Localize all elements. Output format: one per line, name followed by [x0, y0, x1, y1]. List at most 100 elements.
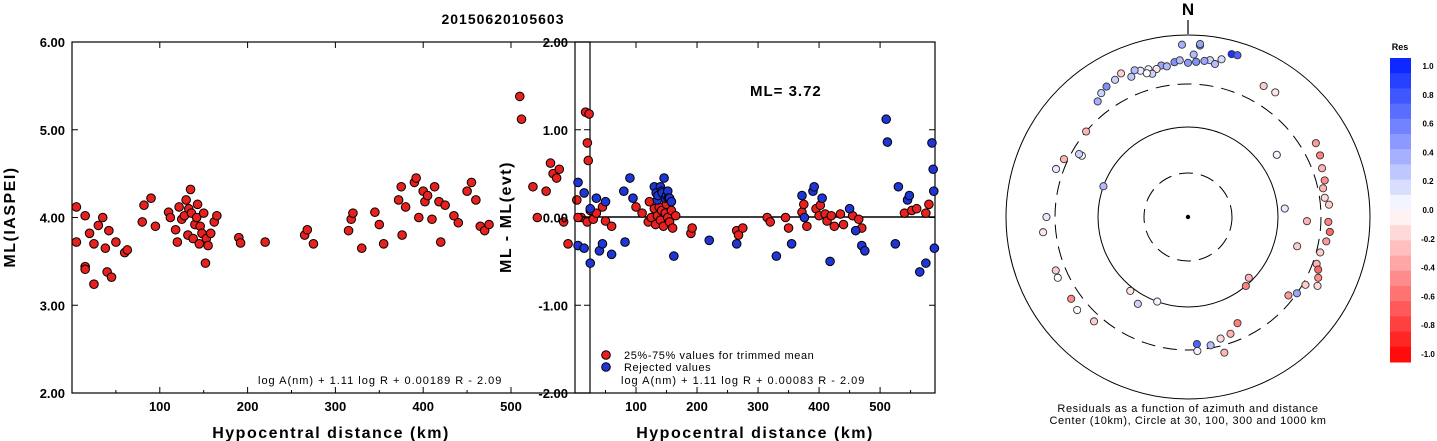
caption-line-1: Residuals as a function of azimuth and d…: [1057, 403, 1318, 415]
data-point: [374, 219, 385, 230]
color-scale-tick: -0.2: [1421, 235, 1435, 244]
color-scale-cell: [1390, 225, 1411, 241]
rejected-point: [600, 196, 611, 207]
station-marker: [1301, 280, 1310, 289]
station-marker: [1216, 334, 1225, 343]
data-point: [198, 208, 209, 218]
color-scale-cell: [1390, 346, 1411, 363]
station-marker: [1117, 69, 1126, 78]
trimmed-point: [921, 208, 931, 218]
color-scale-tick: -0.6: [1421, 292, 1435, 301]
ring-300km: [1054, 83, 1322, 351]
data-point: [302, 224, 313, 235]
rejected-point: [929, 243, 940, 254]
data-point: [348, 208, 358, 218]
data-point: [80, 210, 90, 221]
station-marker: [1067, 294, 1076, 303]
station-marker: [1241, 281, 1250, 290]
station-marker: [1244, 273, 1253, 282]
rejected-point: [704, 235, 715, 246]
rejected-point: [881, 114, 891, 125]
station-marker: [1233, 319, 1242, 328]
station-marker: [1051, 164, 1061, 174]
data-point: [462, 186, 472, 196]
ml-distance-chart: 100 200 300 400 500 2.00 3.00 4.00 5.00 6.00 Hypo…: [2, 35, 594, 441]
trimmed-point: [631, 202, 641, 212]
trimmed-point: [853, 214, 864, 225]
trimmed-point: [783, 223, 794, 233]
data-point: [191, 212, 202, 223]
station-marker: [1314, 265, 1323, 274]
rejected-point: [927, 138, 937, 148]
trimmed-point: [826, 210, 837, 221]
station-marker: [1192, 57, 1201, 66]
trimmed-point: [600, 216, 611, 226]
tick-group: 100 200 300 400 500 -2.00 -1.00 0.00 1.00 2.00: [538, 35, 935, 414]
data-point: [582, 138, 593, 148]
color-scale-tick: 1.0: [1422, 62, 1434, 71]
legend-marker-trimmed: [601, 350, 611, 360]
station-marker: [1099, 182, 1108, 191]
data-point: [181, 195, 191, 205]
rejected-point: [928, 164, 938, 175]
data-point: [584, 109, 594, 119]
x-axis-label: Hypocentral distance (km): [636, 425, 874, 441]
data-point: [558, 217, 569, 227]
data-point: [174, 202, 184, 212]
color-scale-cells: [1390, 58, 1411, 363]
color-scale-tick: 0.8: [1422, 91, 1434, 100]
x-tick-label: 500: [500, 399, 522, 414]
data-point: [200, 258, 211, 268]
trimmed-point: [733, 230, 744, 240]
data-point: [139, 200, 149, 211]
data-point: [165, 212, 176, 223]
station-marker: [1322, 237, 1331, 246]
y-tick-label: 4.00: [40, 211, 65, 226]
data-point: [422, 190, 433, 201]
y-tick-label: -1.00: [538, 298, 568, 313]
station-marker: [1111, 75, 1120, 84]
data-point: [427, 214, 437, 225]
station-marker: [1320, 176, 1329, 185]
point-group: [573, 114, 940, 277]
data-point: [172, 237, 183, 247]
data-point: [449, 210, 459, 221]
data-point: [308, 239, 319, 249]
x-tick-label: 200: [686, 399, 708, 414]
station-marker: [1039, 228, 1048, 237]
rejected-point: [625, 173, 635, 183]
rejected-point: [579, 188, 589, 198]
station-marker: [1126, 286, 1135, 295]
data-point: [84, 228, 95, 239]
trimmed-point: [670, 210, 681, 221]
station-marker: [1217, 55, 1226, 64]
rejected-point: [620, 237, 630, 247]
station-group: [1039, 39, 1334, 357]
trimmed-point: [924, 199, 934, 210]
data-point: [554, 164, 565, 175]
station-marker: [1051, 266, 1060, 275]
ml-annotation: ML= 3.72: [750, 83, 822, 100]
rejected-point: [797, 190, 807, 201]
station-marker: [1177, 40, 1187, 49]
data-point: [212, 210, 222, 221]
formula-label: log A(nm) + 1.11 log R + 0.00083 R - 2.0…: [621, 375, 865, 387]
data-point: [393, 195, 404, 205]
data-point: [100, 243, 111, 254]
data-point: [122, 245, 133, 255]
station-marker: [1324, 200, 1334, 209]
station-marker: [1089, 317, 1099, 326]
station-marker: [1142, 69, 1151, 78]
rejected-point: [817, 193, 827, 203]
trimmed-point: [606, 221, 617, 232]
station-marker: [1053, 273, 1062, 282]
x-tick-label: 300: [747, 399, 769, 414]
ring-1000km: [1005, 34, 1371, 400]
station-marker: [1271, 88, 1280, 97]
color-scale-tick: 0.0: [1422, 206, 1434, 215]
data-point: [170, 224, 181, 235]
color-scale-cell: [1390, 58, 1411, 74]
data-point: [400, 202, 411, 212]
color-scale-cell: [1390, 301, 1411, 317]
color-scale-tick: -0.8: [1421, 321, 1435, 330]
